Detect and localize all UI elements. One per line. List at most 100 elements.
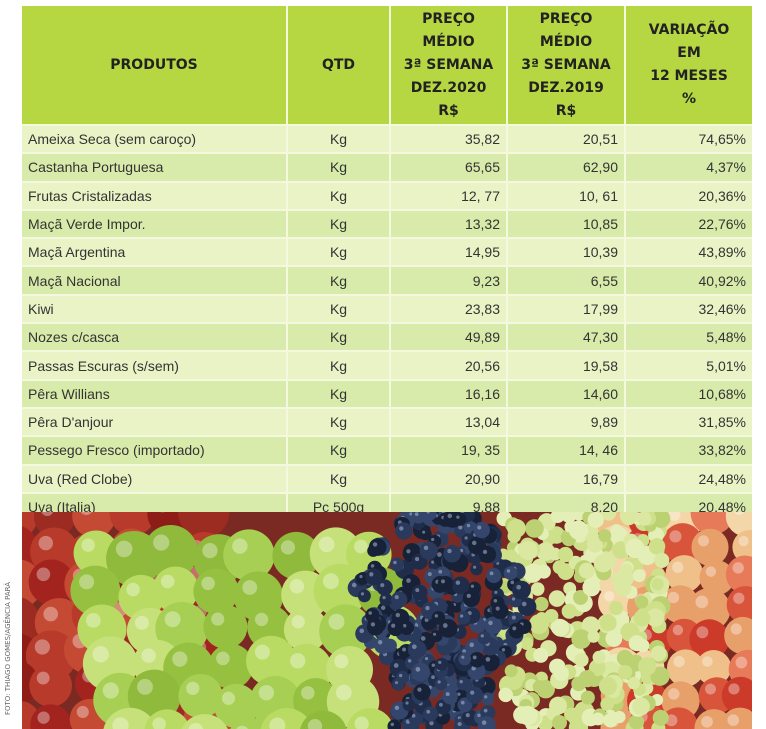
grape-highlight [433, 632, 437, 636]
green-apple [152, 566, 199, 613]
table-row: Maçã Argentina Kg 14,95 10,39 43,89% [22, 237, 752, 267]
green-grape [650, 645, 667, 662]
grape-highlight [464, 536, 468, 540]
right-apple [666, 649, 705, 687]
apple-highlight [738, 535, 749, 547]
green-grape [551, 618, 570, 637]
header-variacao: VARIAÇÃO EM 12 MESES % [625, 6, 752, 125]
apple-highlight [702, 656, 713, 667]
green-apple [193, 568, 239, 614]
apple-highlight [301, 686, 315, 700]
green-grape [578, 562, 595, 579]
green-grape [573, 589, 588, 605]
grape-highlight [521, 601, 527, 607]
cell-preco-2020: 23,83 [390, 293, 508, 324]
grape-highlight [457, 692, 461, 696]
grape-highlight [394, 595, 399, 600]
green-apple [223, 529, 275, 581]
green-grape [548, 590, 566, 607]
grape-highlight [426, 512, 430, 514]
green-grape [529, 614, 549, 635]
apple-highlight [696, 626, 709, 639]
green-grapes [493, 512, 671, 729]
green-apple [346, 708, 394, 729]
apple-highlight [269, 717, 286, 729]
green-grape [544, 608, 559, 623]
apple-highlight [335, 684, 352, 701]
green-grape [646, 608, 665, 627]
green-apple [260, 708, 313, 729]
cell-qtd: Kg [287, 435, 391, 465]
apple-highlight [172, 651, 188, 667]
grape-highlight [506, 569, 511, 573]
green-grape [566, 707, 585, 725]
grape-highlight [431, 675, 435, 680]
grape-highlight [438, 660, 442, 664]
grape-highlight [480, 634, 484, 638]
grape-highlight [512, 626, 517, 631]
grape-highlight [425, 605, 430, 611]
dark-grape [503, 566, 518, 580]
green-grape [632, 697, 650, 716]
grape-highlight [360, 592, 365, 596]
grape-highlight [415, 557, 420, 562]
grape-highlight [472, 655, 477, 660]
apple-highlight [280, 540, 296, 555]
cell-produto: Ameixa Seca (sem caroço) [22, 123, 288, 154]
green-grape [507, 519, 526, 538]
grape-highlight [469, 642, 474, 648]
dark-grape [391, 591, 408, 608]
apple-highlight [254, 612, 269, 627]
apple-highlight [201, 576, 215, 591]
dark-grape [462, 709, 479, 726]
table-header-row: PRODUTOS QTD PREÇO MÉDIO 3ª SEMANA DEZ.2… [22, 6, 752, 125]
apple-highlight [153, 534, 170, 551]
grape-highlight [441, 579, 445, 584]
dark-grape [431, 611, 446, 625]
red-apple [178, 512, 230, 539]
apple-highlight [160, 574, 175, 589]
apple-highlight [668, 512, 681, 521]
fruit-illustration [22, 512, 752, 729]
table-row: Passas Escuras (s/sem) Kg 20,56 19,58 5,01% [22, 350, 752, 380]
dark-grape [453, 512, 467, 526]
fruit-photo [22, 512, 752, 729]
grape-highlight [482, 549, 488, 555]
cell-qtd: Kg [287, 123, 391, 154]
green-grape [637, 657, 657, 676]
cell-preco-2020: 16,16 [390, 378, 508, 408]
apple-highlight [34, 639, 50, 655]
right-apple [699, 560, 735, 596]
dark-grape [373, 636, 392, 654]
grape-highlight [402, 623, 407, 628]
grape-highlight [484, 695, 488, 699]
red-apple [28, 559, 75, 605]
green-grape [581, 616, 600, 635]
grape-highlight [447, 513, 453, 519]
dark-grape [477, 716, 496, 729]
cell-qtd: Kg [287, 265, 391, 295]
apple-highlight [669, 530, 682, 543]
apple-highlight [734, 512, 745, 515]
header-line: R$ [555, 102, 577, 119]
cell-preco-2020: 14,95 [390, 237, 508, 267]
right-apple [725, 555, 752, 594]
right-apple [658, 707, 699, 729]
cell-preco-2019: 6,55 [507, 265, 626, 295]
apple-highlight [289, 579, 305, 594]
apple-highlight [701, 715, 713, 728]
apple-highlight [152, 717, 166, 729]
cell-produto: Maçã Argentina [22, 237, 288, 267]
apple-highlight [202, 542, 218, 559]
green-apple [283, 607, 329, 652]
cell-preco-2019: 10,85 [507, 208, 626, 239]
cell-produto: Uva (Red Clobe) [22, 463, 288, 493]
grape-highlight [395, 612, 401, 618]
grape-highlight [458, 525, 463, 530]
grape-highlight [351, 582, 357, 588]
grape-highlight [369, 572, 374, 577]
dark-grape [366, 618, 385, 636]
grape-highlight [460, 700, 465, 705]
right-apple [688, 588, 731, 631]
cell-variacao: 5,48% [625, 322, 752, 352]
